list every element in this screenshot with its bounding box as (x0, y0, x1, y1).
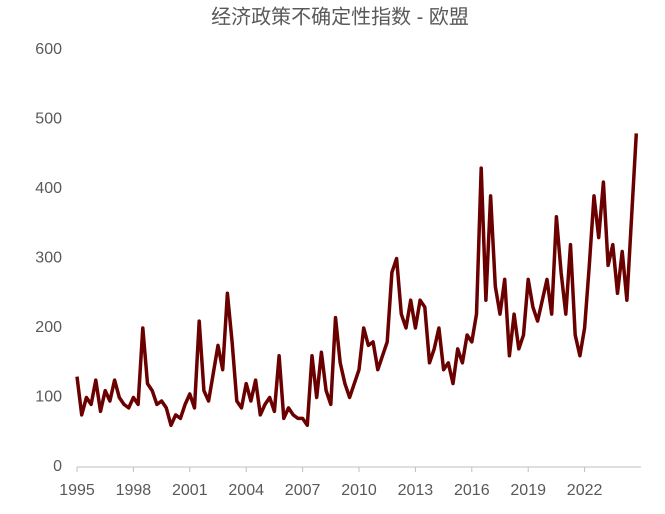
y-tick-label: 500 (35, 111, 62, 128)
chart-title: 经济政策不确定性指数 - 欧盟 (211, 5, 469, 28)
x-tick-label: 2001 (172, 482, 208, 499)
x-tick-label: 2007 (285, 482, 321, 499)
y-tick-label: 0 (53, 458, 62, 475)
x-tick-label: 2022 (567, 482, 603, 499)
y-tick-label: 400 (35, 180, 62, 197)
y-tick-label: 300 (35, 250, 62, 267)
x-tick-label: 2010 (341, 482, 377, 499)
y-tick-label: 200 (35, 319, 62, 336)
x-tick-label: 1998 (116, 482, 152, 499)
x-tick-label: 2013 (398, 482, 434, 499)
x-tick-label: 2004 (228, 482, 264, 499)
x-tick-label: 2019 (510, 482, 546, 499)
x-tick-label: 2016 (454, 482, 490, 499)
y-tick-label: 100 (35, 389, 62, 406)
series-line (75, 133, 639, 428)
y-tick-label: 600 (35, 41, 62, 58)
x-tick-label: 1995 (59, 482, 95, 499)
